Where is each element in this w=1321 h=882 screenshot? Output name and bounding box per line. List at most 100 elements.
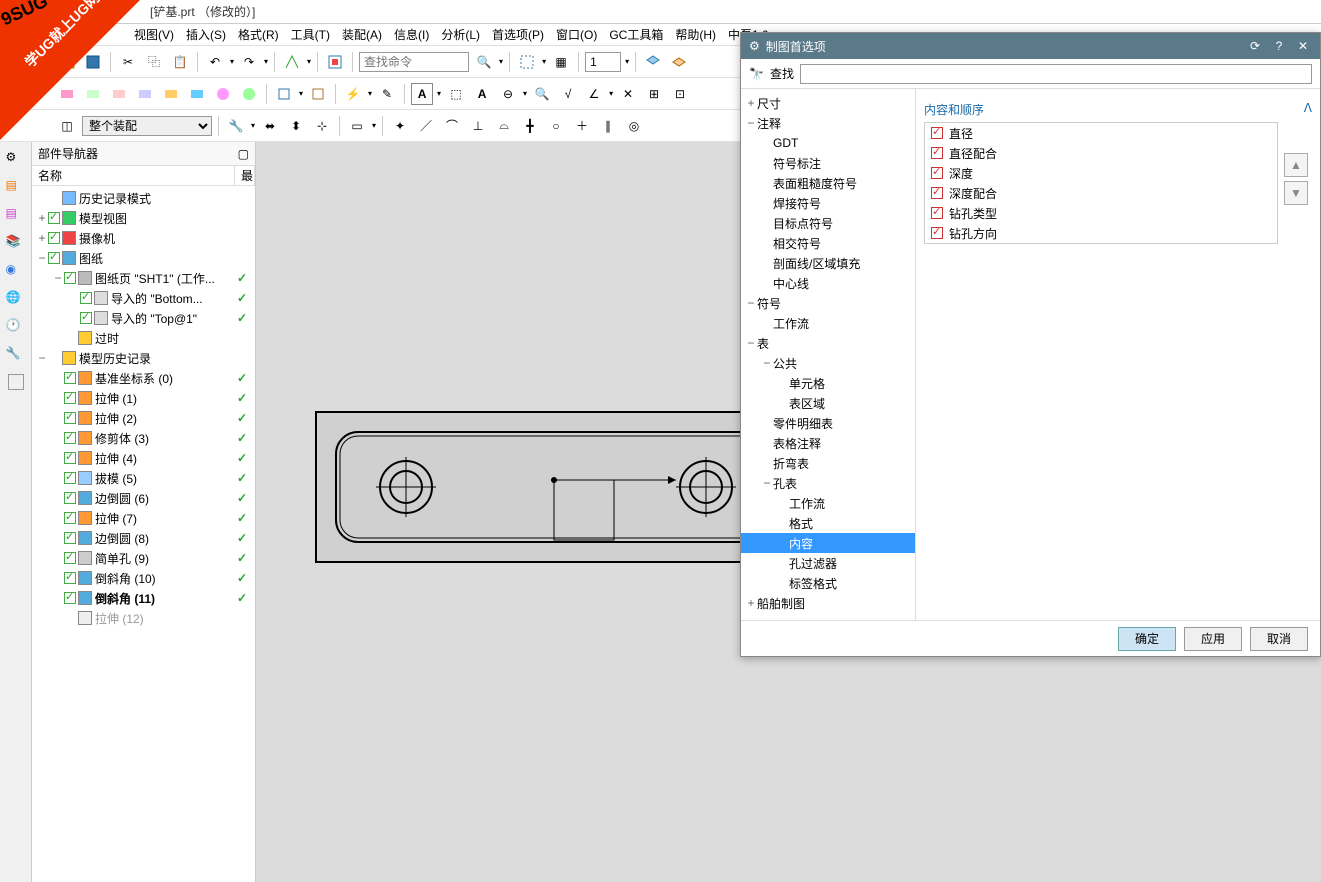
expand-icon[interactable] xyxy=(52,611,64,625)
tree-row[interactable]: 拉伸 (7)✓ xyxy=(32,508,255,528)
e1-icon[interactable] xyxy=(273,83,295,105)
sel-rect-icon[interactable]: ▭ xyxy=(346,115,368,137)
checkbox[interactable] xyxy=(64,492,76,504)
prefs-tree-item[interactable]: −公共 xyxy=(741,353,915,373)
tree-row[interactable]: 拉伸 (4)✓ xyxy=(32,448,255,468)
help-icon[interactable]: ? xyxy=(1270,37,1288,55)
checkbox[interactable] xyxy=(931,187,943,199)
expand-icon[interactable] xyxy=(52,511,64,525)
db-icon[interactable]: ▤ xyxy=(6,206,26,226)
expand-icon[interactable] xyxy=(52,451,64,465)
book-icon[interactable]: 📚 xyxy=(6,234,26,254)
magnify-icon[interactable]: 🔍 xyxy=(531,83,553,105)
s4-icon[interactable]: ⬍ xyxy=(285,115,307,137)
check-row[interactable]: 深度 xyxy=(925,163,1277,183)
expand-icon[interactable] xyxy=(52,391,64,405)
prefs-tree-item[interactable]: 标签格式 xyxy=(741,573,915,593)
close-icon[interactable]: ✕ xyxy=(1294,37,1312,55)
prefs-tree-item[interactable]: 焊接符号 xyxy=(741,193,915,213)
wrench-icon[interactable]: 🔧 xyxy=(6,346,26,366)
tree-row[interactable]: 拉伸 (2)✓ xyxy=(32,408,255,428)
expand-icon[interactable]: + xyxy=(36,231,48,245)
expand-icon[interactable] xyxy=(36,191,48,205)
prefs-tree-item[interactable]: 格式 xyxy=(741,513,915,533)
prefs-section-header[interactable]: 内容和顺序 ᐱ xyxy=(924,97,1312,122)
nav-icon[interactable]: ▤ xyxy=(6,178,26,198)
checkbox[interactable] xyxy=(64,572,76,584)
checkbox[interactable] xyxy=(64,372,76,384)
sqrt-icon[interactable]: √ xyxy=(557,83,579,105)
checkbox[interactable] xyxy=(931,227,943,239)
expand-icon[interactable] xyxy=(52,491,64,505)
tree-row[interactable]: 导入的 "Bottom...✓ xyxy=(32,288,255,308)
tree-row[interactable]: 历史记录模式 xyxy=(32,188,255,208)
x-icon[interactable]: ✕ xyxy=(617,83,639,105)
expand-icon[interactable] xyxy=(52,411,64,425)
h2-icon[interactable]: ⊡ xyxy=(669,83,691,105)
tree-row[interactable]: 边倒圆 (8)✓ xyxy=(32,528,255,548)
tree-row[interactable]: 拉伸 (12) xyxy=(32,608,255,628)
gear-icon[interactable]: ⚙ xyxy=(6,150,26,170)
tree-row[interactable]: 拔模 (5)✓ xyxy=(32,468,255,488)
tree-row[interactable]: +模型视图 xyxy=(32,208,255,228)
checkbox[interactable] xyxy=(931,147,943,159)
line-icon[interactable]: ／ xyxy=(415,115,437,137)
checkbox[interactable] xyxy=(64,512,76,524)
nav-pin-icon[interactable]: ▢ xyxy=(238,147,249,161)
menu-item[interactable]: 帮助(H) xyxy=(669,26,722,43)
menu-item[interactable]: 窗口(O) xyxy=(550,26,603,43)
menu-item[interactable]: 分析(L) xyxy=(435,26,486,43)
tree-row[interactable]: 边倒圆 (6)✓ xyxy=(32,488,255,508)
tree-row[interactable]: 简单孔 (9)✓ xyxy=(32,548,255,568)
rss-icon[interactable]: ◉ xyxy=(6,262,26,282)
expand-icon[interactable] xyxy=(52,591,64,605)
expand-icon[interactable] xyxy=(52,571,64,585)
expand-icon[interactable]: − xyxy=(36,251,48,265)
layers-icon[interactable] xyxy=(642,51,664,73)
tree-row[interactable]: 导入的 "Top@1"✓ xyxy=(32,308,255,328)
menu-item[interactable]: 首选项(P) xyxy=(486,26,550,43)
expand-icon[interactable] xyxy=(52,431,64,445)
layers2-icon[interactable] xyxy=(668,51,690,73)
undo-icon[interactable]: ↶ xyxy=(204,51,226,73)
d8-icon[interactable] xyxy=(238,83,260,105)
fit-icon[interactable] xyxy=(516,51,538,73)
prefs-tree-item[interactable]: 剖面线/区域填充 xyxy=(741,253,915,273)
tree-row[interactable]: 修剪体 (3)✓ xyxy=(32,428,255,448)
check-row[interactable]: 直径配合 xyxy=(925,143,1277,163)
ok-button[interactable]: 确定 xyxy=(1118,627,1176,651)
prefs-tree-item[interactable]: 工作流 xyxy=(741,493,915,513)
prefs-search-input[interactable] xyxy=(800,64,1312,84)
checkbox[interactable] xyxy=(931,167,943,179)
expand-icon[interactable] xyxy=(52,371,64,385)
checkbox[interactable] xyxy=(64,412,76,424)
para-icon[interactable]: ∥ xyxy=(597,115,619,137)
grid-icon[interactable]: ▦ xyxy=(550,51,572,73)
checkbox[interactable] xyxy=(64,392,76,404)
prefs-tree-item[interactable]: +船舶制图 xyxy=(741,593,915,613)
text-a2-icon[interactable]: A xyxy=(471,83,493,105)
prefs-tree-item[interactable]: 表区域 xyxy=(741,393,915,413)
prefs-tree-item[interactable]: 表面粗糙度符号 xyxy=(741,173,915,193)
checkbox[interactable] xyxy=(48,212,60,224)
tree-row[interactable]: −图纸 xyxy=(32,248,255,268)
checkbox[interactable] xyxy=(48,252,60,264)
cancel-button[interactable]: 取消 xyxy=(1250,627,1308,651)
apply-button[interactable]: 应用 xyxy=(1184,627,1242,651)
prefs-tree-item[interactable]: −孔表 xyxy=(741,473,915,493)
menu-item[interactable]: 信息(I) xyxy=(388,26,435,43)
prefs-tree-item[interactable]: −符号 xyxy=(741,293,915,313)
checkbox[interactable] xyxy=(80,312,92,324)
clock-icon[interactable]: 🕐 xyxy=(6,318,26,338)
checkbox[interactable] xyxy=(64,552,76,564)
s3-icon[interactable]: ⬌ xyxy=(259,115,281,137)
copy-icon[interactable]: ⿻ xyxy=(143,51,165,73)
blank-icon[interactable] xyxy=(8,374,24,390)
prefs-tree-item[interactable]: 相交符号 xyxy=(741,233,915,253)
expand-icon[interactable] xyxy=(52,331,64,345)
prefs-tree-item[interactable]: −表 xyxy=(741,333,915,353)
prefs-tree-item[interactable]: 工作流 xyxy=(741,313,915,333)
expand-icon[interactable] xyxy=(52,471,64,485)
refresh-icon[interactable]: ⟳ xyxy=(1246,37,1264,55)
prefs-tree-item[interactable]: 孔过滤器 xyxy=(741,553,915,573)
